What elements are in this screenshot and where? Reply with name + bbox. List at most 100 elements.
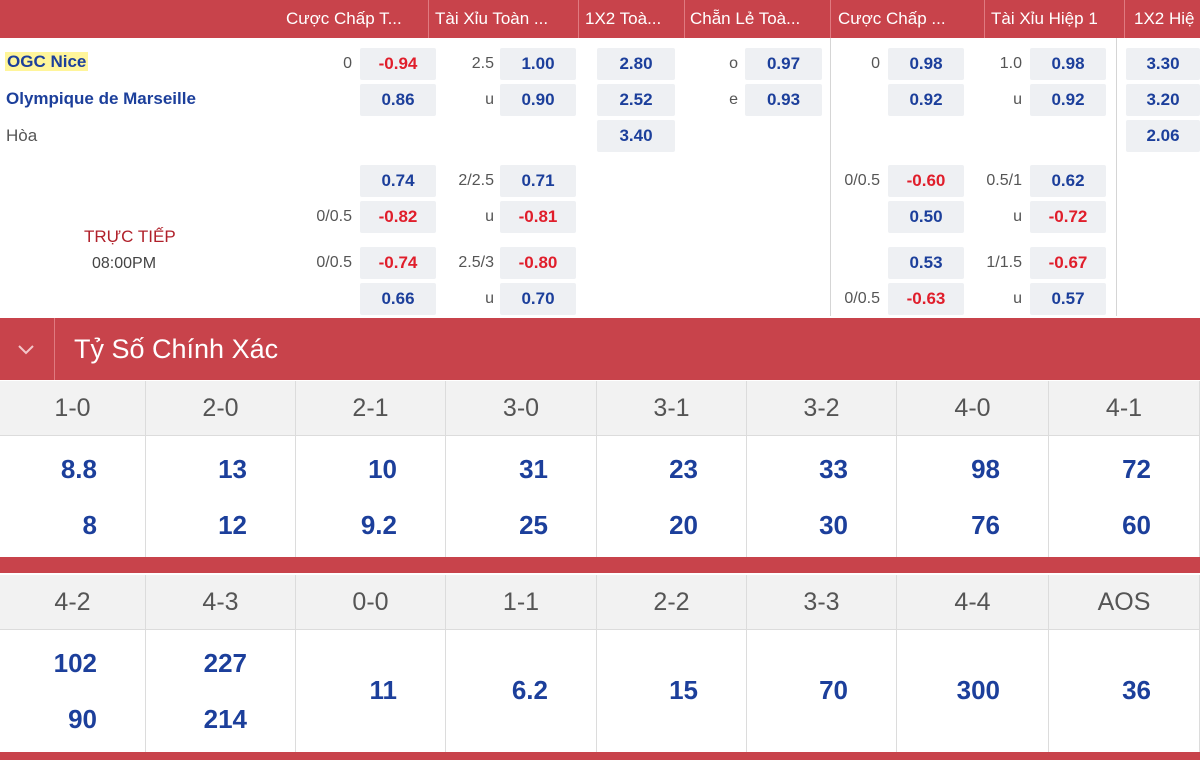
score-label: 3-3: [747, 575, 897, 630]
header-ft-1x2[interactable]: 1X2 Toà...: [585, 9, 662, 28]
score-cell: 70: [747, 630, 897, 752]
odds-h1-under[interactable]: 0.92: [1030, 84, 1106, 116]
score-label: 4-4: [897, 575, 1049, 630]
odds-alt-h1-handicap[interactable]: -0.63: [888, 283, 964, 315]
odds-alt-h1-handicap[interactable]: 0.50: [888, 201, 964, 233]
odds-bottom[interactable]: 60: [1122, 510, 1151, 540]
odds-alt-h1-ou[interactable]: 0.57: [1030, 283, 1106, 315]
score-label: 4-1: [1049, 381, 1200, 436]
header-h1-handicap[interactable]: Cược Chấp ...: [838, 9, 946, 28]
odds-top[interactable]: 8.8: [60, 454, 97, 484]
odds-ft-even[interactable]: 0.93: [745, 84, 822, 116]
odds-alt-h1-ou[interactable]: 0.62: [1030, 165, 1106, 197]
odds-single[interactable]: 11: [369, 675, 398, 705]
score-label: 2-1: [296, 381, 446, 436]
section-title: Tỷ Số Chính Xác: [74, 334, 279, 364]
odds-h1-handicap-home[interactable]: 0.98: [888, 48, 964, 80]
draw-label: Hòa: [6, 126, 38, 145]
odds-h1-1x2-home[interactable]: 3.30: [1126, 48, 1200, 80]
header-h1-over-under[interactable]: Tài Xỉu Hiệp 1: [991, 9, 1098, 28]
alt-h1-ou-line: 1/1.5: [986, 254, 1022, 271]
odds-top[interactable]: 23: [669, 454, 698, 484]
odds-top[interactable]: 227: [203, 648, 247, 678]
live-status: TRỰC TIẾP: [84, 227, 176, 246]
odds-h1-1x2-away[interactable]: 3.20: [1126, 84, 1200, 116]
odds-h1-handicap-away[interactable]: 0.92: [888, 84, 964, 116]
odds-bottom[interactable]: 12: [218, 510, 247, 540]
odds-top[interactable]: 33: [819, 454, 848, 484]
odds-top[interactable]: 102: [53, 648, 97, 678]
odds-ft-1x2-away[interactable]: 2.52: [597, 84, 675, 116]
odds-single[interactable]: 70: [819, 675, 848, 705]
odds-single[interactable]: 15: [669, 675, 698, 705]
alt-h1-ou-line: u: [1013, 290, 1022, 307]
even-label: e: [729, 91, 738, 108]
home-team: OGC Nice: [5, 52, 89, 71]
score-label: 3-0: [446, 381, 597, 436]
odds-top[interactable]: 10: [368, 454, 397, 484]
odds-alt-ft-ou[interactable]: 0.71: [500, 165, 576, 197]
score-cell: 33 30: [747, 436, 897, 557]
alt-h1-handicap-line: 0/0.5: [844, 290, 880, 307]
odds-ft-under[interactable]: 0.90: [500, 84, 576, 116]
odds-single[interactable]: 6.2: [511, 675, 548, 705]
alt-ft-ou-line: u: [485, 290, 494, 307]
odds-ft-1x2-home[interactable]: 2.80: [597, 48, 675, 80]
score-label: 3-1: [597, 381, 747, 436]
score-label: 0-0: [296, 575, 446, 630]
score-cell: 72 60: [1049, 436, 1200, 557]
section-toggle[interactable]: [0, 318, 55, 380]
correct-score-header[interactable]: Tỷ Số Chính Xác: [0, 318, 1200, 380]
odds-alt-ft-ou[interactable]: -0.80: [500, 247, 576, 279]
market-header: Cược Chấp T... Tài Xỉu Toàn ... 1X2 Toà.…: [0, 0, 1200, 38]
odds-bottom[interactable]: 76: [971, 510, 1000, 540]
odds-bottom[interactable]: 20: [669, 510, 698, 540]
score-cell: 36: [1049, 630, 1200, 752]
ft-handicap-line: 0: [343, 55, 352, 72]
score-label: AOS: [1049, 575, 1200, 630]
odds-bottom[interactable]: 30: [819, 510, 848, 540]
score-cell: 10 9.2: [296, 436, 446, 557]
header-ft-handicap[interactable]: Cược Chấp T...: [286, 9, 402, 28]
odds-ft-handicap-away[interactable]: 0.86: [360, 84, 436, 116]
odds-bottom[interactable]: 90: [68, 704, 97, 734]
odds-top[interactable]: 72: [1122, 454, 1151, 484]
odds-alt-h1-ou[interactable]: -0.67: [1030, 247, 1106, 279]
odds-ft-odd[interactable]: 0.97: [745, 48, 822, 80]
odds-bottom[interactable]: 25: [519, 510, 548, 540]
odds-single[interactable]: 36: [1122, 675, 1151, 705]
score-label: 4-0: [897, 381, 1049, 436]
odds-alt-h1-handicap[interactable]: 0.53: [888, 247, 964, 279]
odds-top[interactable]: 98: [971, 454, 1000, 484]
score-cell: 15: [597, 630, 747, 752]
odds-alt-ft-handicap[interactable]: 0.74: [360, 165, 436, 197]
odds-bottom[interactable]: 214: [203, 704, 247, 734]
odds-ft-1x2-draw[interactable]: 3.40: [597, 120, 675, 152]
odds-alt-ft-ou[interactable]: 0.70: [500, 283, 576, 315]
odds-alt-h1-ou[interactable]: -0.72: [1030, 201, 1106, 233]
odds-single[interactable]: 300: [956, 675, 1000, 705]
odds-alt-ft-handicap[interactable]: -0.82: [360, 201, 436, 233]
score-cell: 102 90: [0, 630, 146, 752]
odds-ft-over[interactable]: 1.00: [500, 48, 576, 80]
h1-handicap-line: 0: [871, 55, 880, 72]
odds-alt-ft-ou[interactable]: -0.81: [500, 201, 576, 233]
odds-alt-h1-handicap[interactable]: -0.60: [888, 165, 964, 197]
odds-alt-ft-handicap[interactable]: -0.74: [360, 247, 436, 279]
score-label: 2-0: [146, 381, 296, 436]
h1-ou-under-label: u: [1013, 91, 1022, 108]
ft-ou-under-label: u: [485, 91, 494, 108]
odds-top[interactable]: 13: [218, 454, 247, 484]
odds-alt-ft-handicap[interactable]: 0.66: [360, 283, 436, 315]
odds-top[interactable]: 31: [519, 454, 548, 484]
kickoff-time: 08:00PM: [92, 255, 157, 272]
header-ft-odd-even[interactable]: Chẵn Lẻ Toà...: [690, 9, 801, 28]
score-cell: 8.8 8: [0, 436, 146, 557]
odds-bottom[interactable]: 9.2: [360, 510, 397, 540]
odds-ft-handicap-home[interactable]: -0.94: [360, 48, 436, 80]
odds-bottom[interactable]: 8: [82, 510, 97, 540]
header-ft-over-under[interactable]: Tài Xỉu Toàn ...: [435, 9, 549, 28]
odds-h1-over[interactable]: 0.98: [1030, 48, 1106, 80]
header-h1-1x2[interactable]: 1X2 Hiệ: [1134, 9, 1195, 28]
odds-h1-1x2-draw[interactable]: 2.06: [1126, 120, 1200, 152]
